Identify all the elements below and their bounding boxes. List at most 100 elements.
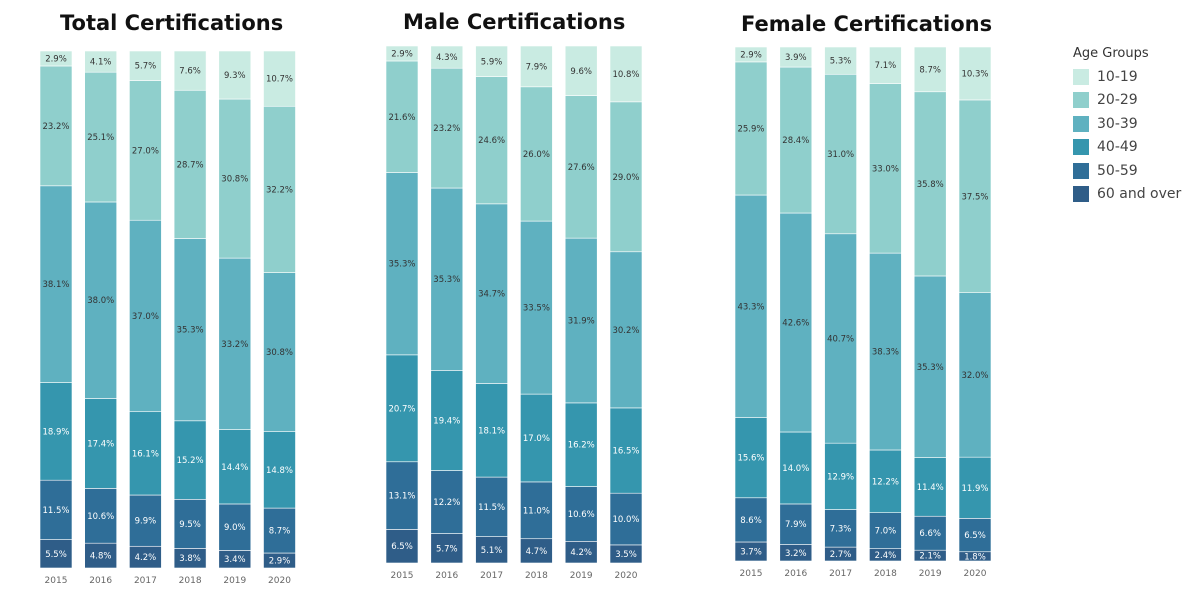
data-label: 4.1% (90, 58, 112, 68)
data-label: 9.0% (224, 523, 246, 533)
data-label: 2.9% (269, 557, 291, 567)
bar-segment (39, 65, 73, 187)
data-label: 13.1% (388, 492, 415, 502)
data-label: 17.4% (87, 439, 114, 449)
x-tick-label: 2019 (570, 571, 593, 581)
bar-segment (84, 488, 117, 544)
x-tick-label: 2020 (964, 569, 987, 579)
bar-segment (475, 383, 508, 478)
bar-segment (39, 185, 73, 383)
chart-group-1: 6.5% 13.1% 20.7% 35.3% 21.6% 2.9% 2015 5.7% 12.2… (385, 45, 643, 581)
legend-title: Age Groups (1073, 46, 1149, 61)
bar-segment (263, 507, 296, 554)
bar-segment (218, 503, 252, 551)
data-label: 23.2% (42, 122, 69, 132)
x-tick-label: 2018 (179, 576, 202, 586)
bar-segment (609, 407, 643, 494)
bar-segment (913, 515, 947, 551)
bar-segment (564, 45, 598, 96)
bar-segment (173, 238, 207, 422)
data-label: 24.6% (478, 136, 505, 146)
data-label: 5.3% (830, 57, 852, 67)
data-label: 11.5% (478, 503, 505, 513)
data-label: 3.8% (179, 554, 201, 564)
data-label: 10.0% (612, 515, 639, 525)
bar-segment (430, 533, 464, 564)
bar-segment (430, 187, 464, 371)
bar-segment (734, 194, 768, 418)
bar-segment (734, 497, 768, 543)
bar-segment (84, 71, 117, 203)
bar-segment (520, 393, 553, 483)
data-label: 3.5% (615, 550, 637, 560)
total-chart-title: Total Certifications (60, 11, 284, 35)
bar-segment (129, 50, 162, 81)
data-label: 7.3% (830, 524, 852, 534)
legend-item: 40-49 (1073, 136, 1181, 160)
bar-segment (958, 99, 992, 293)
bar-segment (869, 252, 902, 451)
data-label: 31.9% (568, 317, 595, 327)
data-label: 9.9% (135, 517, 157, 527)
data-label: 1.8% (964, 552, 986, 562)
bar-segment (430, 370, 464, 471)
x-tick-label: 2018 (874, 569, 897, 579)
x-tick-label: 2016 (89, 576, 112, 586)
data-label: 3.9% (785, 53, 807, 63)
data-label: 12.9% (827, 472, 854, 482)
data-label: 4.3% (436, 53, 458, 63)
chart-group-0: 5.5% 11.5% 18.9% 38.1% 23.2% 2.9% 2015 4.8% 10.6… (39, 50, 296, 586)
bar-segment (430, 45, 464, 69)
data-label: 4.8% (90, 552, 112, 562)
data-label: 9.6% (570, 67, 592, 77)
data-label: 2.1% (919, 552, 941, 562)
bar-segment (218, 50, 252, 100)
data-label: 18.1% (478, 426, 505, 436)
data-label: 31.0% (827, 150, 854, 160)
male-chart-title: Male Certifications (403, 10, 626, 34)
bar-segment (913, 275, 947, 458)
data-label: 10.3% (961, 69, 988, 79)
data-label: 14.8% (266, 466, 293, 476)
legend: Age Groups 10-19 20-29 30-39 40-49 50-59 60 a… (1073, 46, 1181, 206)
data-label: 6.6% (919, 529, 941, 539)
bar-segment (385, 60, 419, 173)
data-label: 9.5% (179, 520, 201, 530)
bar-segment (869, 512, 902, 549)
data-label: 38.0% (87, 296, 114, 306)
data-label: 6.5% (964, 531, 986, 541)
bar-segment (218, 98, 252, 259)
bar-segment (173, 499, 207, 549)
bar-segment (779, 503, 813, 545)
data-label: 10.6% (568, 510, 595, 520)
bar-segment (779, 66, 813, 214)
data-label: 11.5% (42, 506, 69, 516)
legend-item: 10-19 (1073, 65, 1181, 89)
bar-segment (430, 67, 464, 189)
data-label: 19.4% (433, 416, 460, 426)
bar-segment (129, 411, 162, 496)
bar-segment (84, 398, 117, 489)
data-label: 35.3% (388, 260, 415, 270)
data-label: 38.1% (42, 280, 69, 290)
data-label: 9.3% (224, 71, 246, 81)
bar-segment (129, 80, 162, 221)
data-label: 43.3% (737, 302, 764, 312)
data-label: 35.3% (177, 326, 204, 336)
bar-segment (564, 486, 598, 542)
legend-label: 20-29 (1097, 92, 1138, 109)
data-label: 27.0% (132, 146, 159, 156)
bar-segment (824, 233, 857, 444)
data-label: 5.1% (481, 546, 503, 556)
data-label: 33.2% (221, 340, 248, 350)
data-label: 20.7% (388, 404, 415, 414)
data-label: 2.4% (875, 551, 897, 561)
data-label: 33.5% (523, 304, 550, 314)
bar-segment (218, 429, 252, 505)
x-tick-label: 2020 (268, 576, 291, 586)
bar-segment (958, 518, 992, 553)
x-tick-label: 2020 (615, 571, 638, 581)
bar-segment (520, 86, 553, 222)
bar-segment (129, 494, 162, 547)
